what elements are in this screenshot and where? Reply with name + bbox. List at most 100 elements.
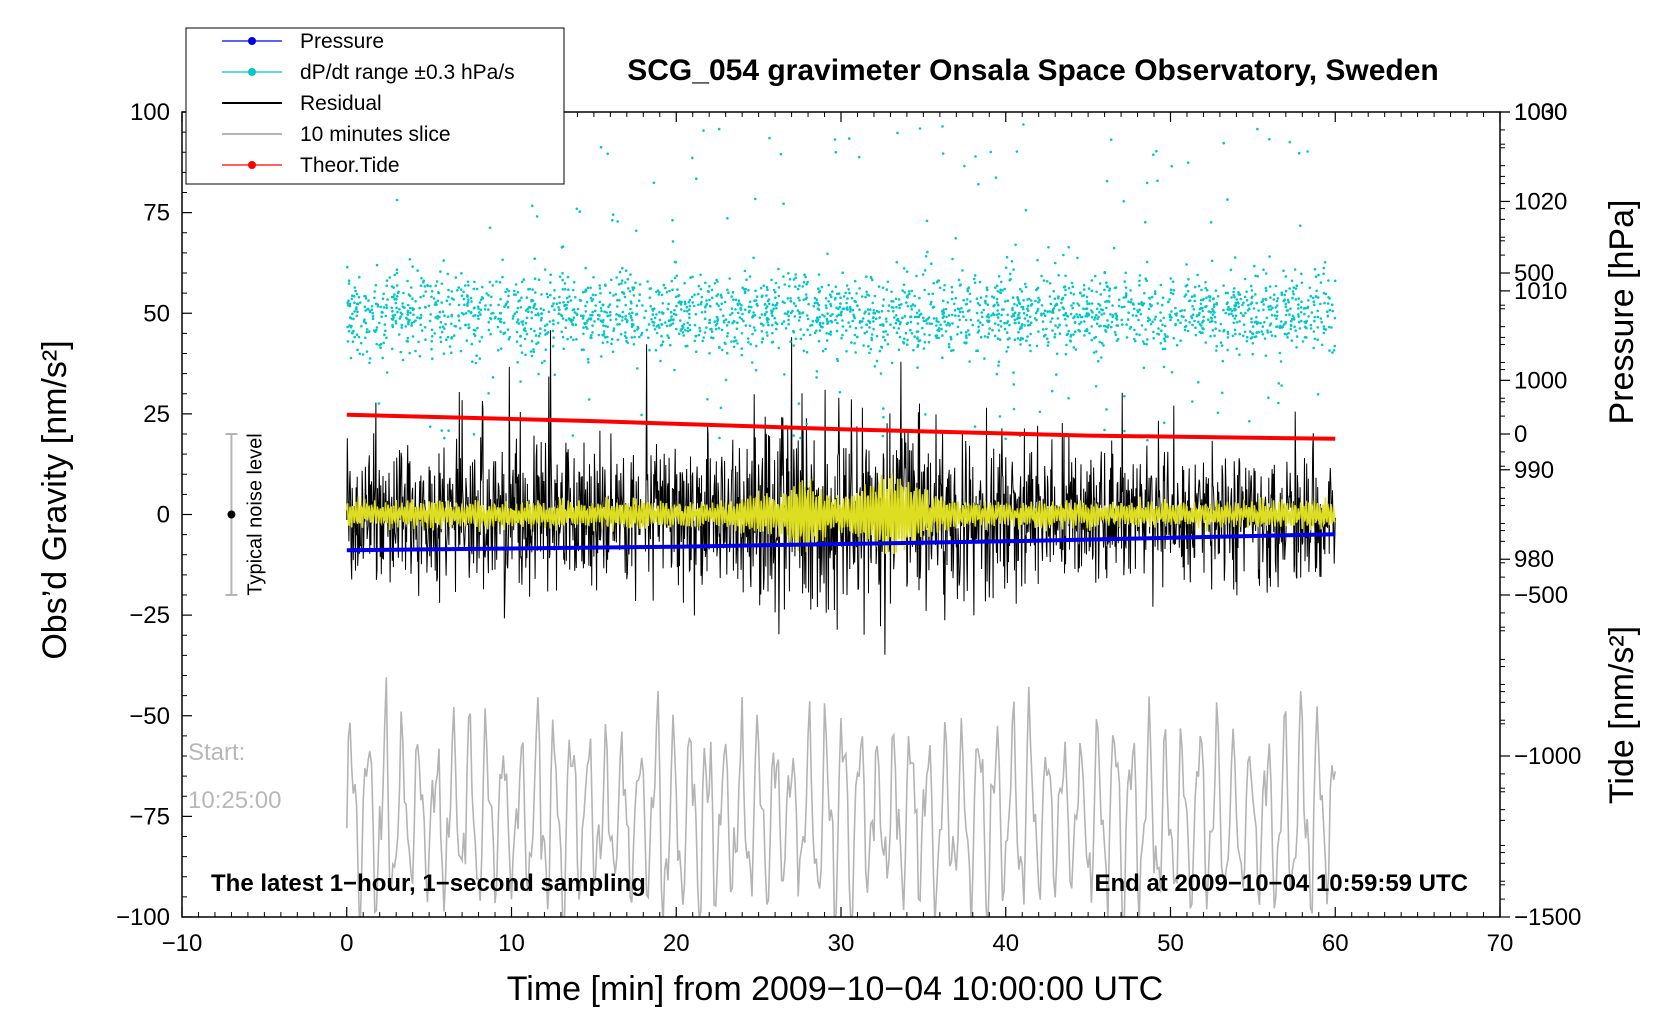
dpdt-point bbox=[992, 304, 995, 308]
dpdt-point bbox=[410, 324, 413, 327]
dpdt-point bbox=[847, 321, 850, 324]
dpdt-point bbox=[1013, 321, 1016, 325]
dpdt-point bbox=[1099, 293, 1103, 296]
dpdt-point bbox=[1273, 293, 1276, 297]
dpdt-point bbox=[742, 287, 746, 291]
dpdt-point bbox=[569, 299, 573, 302]
dpdt-point bbox=[824, 347, 827, 351]
dpdt-point bbox=[1052, 289, 1055, 293]
dpdt-point bbox=[974, 155, 977, 158]
dpdt-point bbox=[1018, 311, 1021, 315]
dpdt-point bbox=[1170, 370, 1174, 374]
dpdt-point bbox=[1270, 313, 1274, 317]
dpdt-point bbox=[736, 321, 739, 325]
dpdt-point bbox=[847, 137, 851, 140]
dpdt-point bbox=[637, 299, 641, 303]
dpdt-point bbox=[625, 336, 628, 340]
dpdt-point bbox=[881, 304, 885, 308]
dpdt-point bbox=[614, 318, 618, 321]
dpdt-point bbox=[566, 275, 570, 279]
dpdt-point bbox=[603, 310, 606, 313]
dpdt-point bbox=[1076, 302, 1079, 305]
dpdt-point bbox=[1123, 280, 1126, 283]
dpdt-point bbox=[501, 275, 504, 279]
dpdt-point bbox=[910, 332, 914, 335]
dpdt-point bbox=[1204, 305, 1207, 309]
dpdt-point bbox=[1245, 299, 1249, 302]
dpdt-point bbox=[915, 311, 919, 315]
dpdt-point bbox=[1256, 275, 1259, 278]
dpdt-point bbox=[381, 311, 384, 314]
dpdt-point bbox=[1026, 298, 1029, 301]
dpdt-point bbox=[702, 336, 705, 339]
dpdt-point bbox=[1185, 263, 1188, 266]
dpdt-point bbox=[562, 301, 565, 304]
dpdt-point bbox=[880, 309, 884, 313]
dpdt-point bbox=[391, 309, 394, 313]
dpdt-point bbox=[1042, 334, 1046, 338]
dpdt-point bbox=[1050, 317, 1054, 320]
dpdt-point bbox=[932, 305, 936, 309]
dpdt-point bbox=[1261, 325, 1265, 328]
dpdt-point bbox=[417, 340, 420, 344]
dpdt-point bbox=[754, 368, 758, 372]
dpdt-point bbox=[700, 300, 703, 304]
dpdt-point bbox=[714, 324, 718, 327]
dpdt-point bbox=[975, 349, 978, 353]
dpdt-point bbox=[1332, 349, 1336, 352]
dpdt-point bbox=[892, 300, 895, 303]
dpdt-point bbox=[688, 298, 692, 302]
dpdt-point bbox=[945, 315, 948, 319]
dpdt-point bbox=[705, 326, 708, 329]
dpdt-point bbox=[858, 287, 861, 290]
dpdt-point bbox=[793, 315, 797, 318]
dpdt-point bbox=[700, 295, 704, 299]
dpdt-point bbox=[1270, 334, 1274, 337]
dpdt-point bbox=[576, 307, 580, 311]
dpdt-point bbox=[1054, 324, 1057, 327]
dpdt-point bbox=[1081, 315, 1084, 319]
dpdt-point bbox=[1068, 339, 1072, 342]
legend-label: Pressure bbox=[300, 30, 384, 53]
dpdt-point bbox=[896, 131, 899, 135]
dpdt-point bbox=[558, 301, 561, 305]
dpdt-point bbox=[803, 273, 806, 277]
dpdt-point bbox=[539, 319, 543, 322]
dpdt-point bbox=[902, 283, 906, 287]
dpdt-point bbox=[1276, 304, 1279, 307]
dpdt-point bbox=[851, 319, 854, 323]
dpdt-point bbox=[743, 308, 747, 312]
dpdt-point bbox=[1137, 318, 1140, 322]
dpdt-point bbox=[1213, 334, 1216, 338]
dpdt-point bbox=[474, 361, 478, 365]
dpdt-point bbox=[1137, 302, 1141, 306]
dpdt-point bbox=[1153, 290, 1157, 293]
dpdt-point bbox=[364, 309, 367, 312]
x-tick-label: −10 bbox=[162, 930, 203, 957]
dpdt-point bbox=[1153, 292, 1157, 296]
dpdt-point bbox=[730, 307, 734, 310]
dpdt-point bbox=[799, 436, 802, 440]
dpdt-point bbox=[1222, 308, 1225, 312]
dpdt-point bbox=[390, 317, 394, 321]
dpdt-point bbox=[1145, 279, 1148, 283]
dpdt-point bbox=[1029, 349, 1032, 353]
dpdt-point bbox=[977, 319, 980, 322]
dpdt-point bbox=[537, 334, 541, 338]
dpdt-point bbox=[420, 329, 424, 332]
dpdt-point bbox=[700, 311, 704, 314]
dpdt-point bbox=[1051, 329, 1054, 332]
dpdt-point bbox=[1123, 429, 1126, 433]
dpdt-point bbox=[1122, 296, 1126, 299]
dpdt-point bbox=[996, 316, 1000, 319]
dpdt-point bbox=[542, 308, 545, 312]
dpdt-point bbox=[1071, 306, 1074, 310]
dpdt-point bbox=[621, 315, 624, 319]
dpdt-point bbox=[996, 309, 999, 312]
dpdt-point bbox=[845, 301, 848, 305]
dpdt-point bbox=[740, 353, 744, 357]
dpdt-point bbox=[380, 315, 383, 319]
dpdt-point bbox=[1047, 246, 1050, 249]
